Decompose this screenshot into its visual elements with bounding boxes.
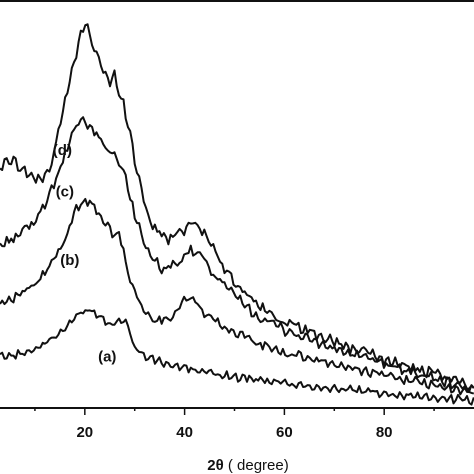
- x-tick-label: 60: [276, 424, 293, 441]
- series-label: (c): [56, 184, 74, 201]
- x-ticks: [34, 407, 435, 415]
- series-lines: [0, 23, 474, 406]
- series-label: (a): [98, 348, 116, 365]
- series-line-2: [0, 197, 474, 396]
- series-line-1: [0, 309, 474, 406]
- series-label: (d): [53, 142, 72, 159]
- series-labels: (a) (b) (c) (d): [53, 142, 117, 366]
- x-tick-label: 20: [76, 424, 93, 441]
- series-line-3: [0, 116, 474, 393]
- series-label: (b): [60, 252, 79, 269]
- x-tick-labels: 20 40 60 80: [76, 424, 392, 441]
- x-axis-title: 2θ ( degree): [207, 457, 289, 474]
- x-tick-label: 40: [176, 424, 193, 441]
- plot-frame: [0, 0, 474, 409]
- series-line-4: [0, 23, 474, 390]
- x-tick-label: 80: [376, 424, 393, 441]
